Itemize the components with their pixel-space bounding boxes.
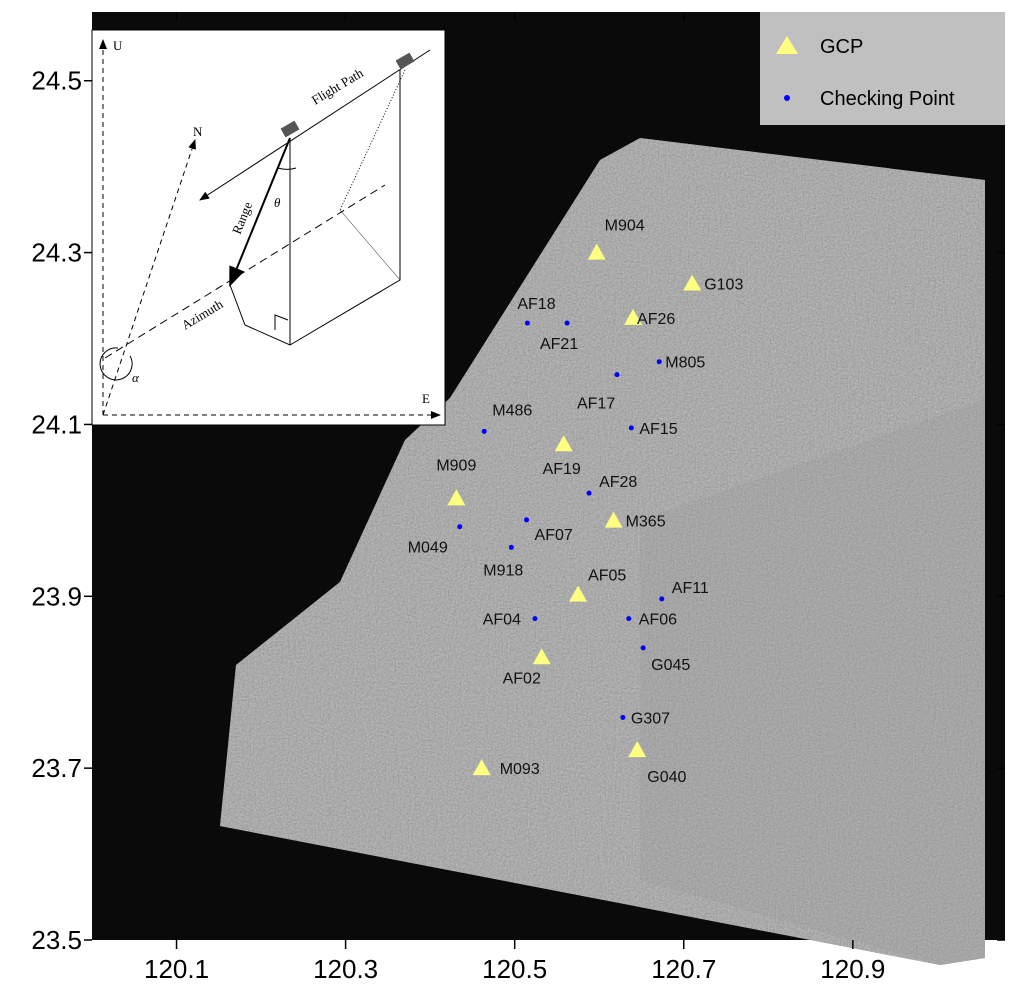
point-label: M049 [408,540,448,557]
point-label: AF21 [540,336,578,353]
footprint [229,70,401,346]
y-tick-label: 23.9 [31,581,82,611]
label: N [193,124,203,139]
legend-marker [784,95,790,101]
y-tick-label: 24.5 [31,66,82,96]
point-label: M909 [436,457,476,474]
right-angle [274,314,289,330]
legend-box [760,12,1005,125]
point-label: M093 [500,761,540,778]
checkpoint-marker [524,320,530,326]
gcp-marker [532,648,551,665]
gcp-marker [587,243,606,260]
gcp-marker [447,489,466,506]
gcp-marker [569,585,588,602]
point-label: M486 [492,402,532,419]
point-label: G307 [631,710,670,727]
north-axis [102,139,196,416]
range-line [229,137,291,287]
point-label: G103 [704,277,743,294]
flight-path [199,49,431,201]
checkpoint-marker [457,524,463,530]
gcp-marker [472,759,491,776]
point-label: AF05 [588,568,626,585]
gcp-marker [628,741,647,758]
sar-texture [220,138,985,965]
alpha-arc [99,347,133,381]
checkpoint-marker [659,596,665,602]
point-label: AF19 [543,461,581,478]
legend-label: Checking Point [820,88,955,110]
checkpoint-marker [524,517,530,523]
label: α [132,370,140,385]
point-label: M805 [665,355,705,372]
x-tick-label: 120.7 [651,954,716,984]
footprint-edge [339,209,401,281]
label: θ [274,195,281,210]
checkpoint-marker [626,616,632,622]
checkpoint-marker [481,428,487,434]
inset-diagram: U N E Flight Path Range Azimuth θ α [91,29,446,426]
checkpoint-marker [620,714,626,720]
point-label: G040 [647,769,686,786]
gcp-marker [624,308,643,325]
legend-label: GCP [820,36,863,58]
gcp-marker [683,274,702,291]
checkpoint-marker [628,425,634,431]
point-label: M918 [483,562,523,579]
checkpoint-marker [614,372,620,378]
checkpoint-marker [564,320,570,326]
point-label: AF28 [599,474,637,491]
y-tick-label: 24.1 [31,409,82,439]
point-label: G045 [651,657,690,674]
label: E [422,391,430,406]
point-label: M365 [626,514,666,531]
inset-box [91,29,446,426]
mountain-shade [640,400,985,965]
point-label: AF11 [672,580,709,597]
y-tick-label: 23.7 [31,753,82,783]
theta-arc [277,167,297,170]
point-label: AF06 [639,612,677,629]
point-label: AF15 [639,421,677,438]
azimuth-line [104,184,386,359]
y-tick-label: 23.5 [31,925,82,955]
label: U [113,38,123,53]
satellite [280,120,300,138]
point-label: AF02 [503,670,541,687]
satellite [395,52,415,70]
point-label: AF04 [483,612,521,629]
x-tick-label: 120.9 [820,954,885,984]
legend-marker [776,36,798,54]
x-tick-label: 120.1 [144,954,209,984]
gcp-marker [554,435,573,452]
point-label: AF17 [577,396,615,413]
checkpoint-marker [586,490,592,496]
checkpoint-marker [508,544,514,550]
checkpoint-marker [532,616,538,622]
x-tick-label: 120.5 [482,954,547,984]
checkpoint-marker [656,359,662,365]
point-label: M904 [605,218,645,235]
point-label: AF18 [517,296,555,313]
point-label: AF07 [535,527,573,544]
x-tick-label: 120.3 [313,954,378,984]
y-tick-label: 24.3 [31,238,82,268]
gcp-marker [604,511,623,528]
checkpoint-marker [640,645,646,651]
point-label: AF26 [637,311,675,328]
